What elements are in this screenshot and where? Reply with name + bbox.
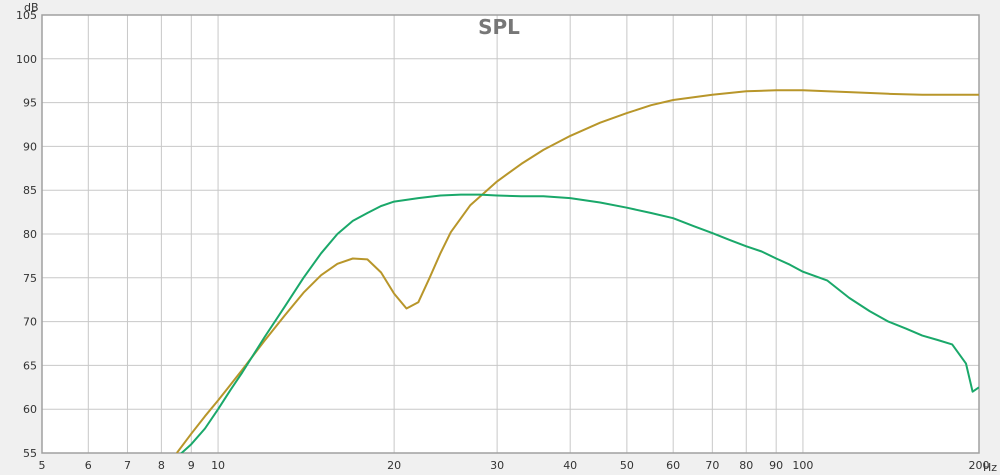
y-tick-label: 100	[16, 53, 37, 66]
x-tick-label: 50	[620, 459, 634, 472]
y-tick-label: 75	[23, 272, 37, 285]
x-tick-label: 5	[39, 459, 46, 472]
series-layer	[176, 89, 979, 453]
y-tick-label: 90	[23, 140, 37, 153]
x-tick-label: 7	[124, 459, 131, 472]
x-tick-label: 60	[666, 459, 680, 472]
x-tick-label: 40	[563, 459, 577, 472]
x-tick-label: 9	[188, 459, 195, 472]
x-tick-label: 6	[85, 459, 92, 472]
series-line-2	[180, 193, 979, 453]
y-axis-ticks: 55 60 65 70 75 80 85 90 95 100 105	[16, 9, 37, 460]
x-axis-ticks: 5 6 7 8 9 10 20 30 40 50 60 70 80 90 100 200	[39, 459, 990, 472]
x-tick-label: 90	[769, 459, 783, 472]
chart-title: SPL	[478, 15, 520, 39]
x-tick-label: 20	[387, 459, 401, 472]
x-axis-unit-label: Hz	[983, 461, 997, 474]
x-tick-label: 100	[792, 459, 813, 472]
y-tick-label: 80	[23, 228, 37, 241]
x-tick-label: 80	[739, 459, 753, 472]
y-axis-unit-label: dB	[24, 1, 39, 14]
x-tick-label: 8	[158, 459, 165, 472]
y-tick-label: 55	[23, 447, 37, 460]
x-tick-label: 200	[969, 459, 990, 472]
series-line-1	[176, 89, 979, 453]
plot-frame	[41, 14, 980, 454]
y-tick-label: 60	[23, 403, 37, 416]
y-tick-label: 65	[23, 359, 37, 372]
y-tick-label: 70	[23, 316, 37, 329]
x-tick-label: 30	[490, 459, 504, 472]
y-tick-label: 95	[23, 97, 37, 110]
x-tick-label: 70	[705, 459, 719, 472]
x-tick-label: 10	[211, 459, 225, 472]
y-tick-label: 85	[23, 184, 37, 197]
y-tick-label: 105	[16, 9, 37, 22]
